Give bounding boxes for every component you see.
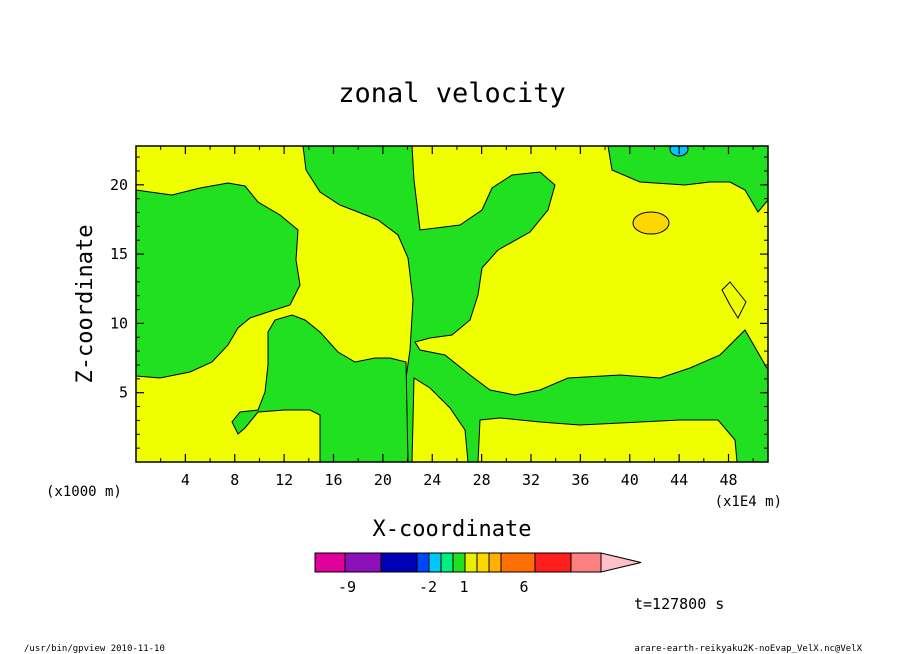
footer-right: arare-earth-reikyaku2K-noEvap_VelX.nc@Ve…: [634, 644, 862, 654]
x-tick-label: 8: [230, 471, 239, 489]
x-tick-label: 20: [374, 471, 392, 489]
x-tick-label: 44: [670, 471, 688, 489]
x-tick-label: 24: [423, 471, 441, 489]
colorbar-segment: [464, 552, 478, 573]
time-label: t=127800 s: [634, 595, 724, 613]
y-tick-label: 10: [110, 314, 128, 332]
region-green-right-inlet: [721, 281, 747, 320]
colorbar-segment: [344, 552, 382, 573]
colorbar-segment: [314, 552, 346, 573]
colorbar-segment: [440, 552, 454, 573]
colorbar-arrow: [600, 552, 642, 573]
plot-area: [136, 146, 768, 462]
colorbar-segment: [476, 552, 490, 573]
y-scale-label: (x1000 m): [46, 484, 122, 500]
y-axis-ticks: 5 10 15 20: [110, 156, 768, 449]
y-tick-label: 15: [110, 245, 128, 263]
colorbar-segment: [488, 552, 502, 573]
x-tick-label: 28: [473, 471, 491, 489]
colorbar-label: -2: [419, 578, 437, 596]
y-tick-label: 20: [110, 176, 128, 194]
x-tick-label: 40: [621, 471, 639, 489]
x-axis-label: X-coordinate: [373, 517, 532, 542]
x-tick-label: 32: [522, 471, 540, 489]
colorbar-label: 6: [519, 578, 528, 596]
colorbar-segment: [500, 552, 536, 573]
colorbar-segment: [570, 552, 602, 573]
x-scale-label: (x1E4 m): [715, 494, 782, 510]
colorbar-segment: [452, 552, 466, 573]
x-tick-label: 12: [275, 471, 293, 489]
x-tick-label: 48: [719, 471, 737, 489]
colorbar-segment: [416, 552, 430, 573]
colorbar-segment: [428, 552, 442, 573]
x-tick-label: 16: [324, 471, 342, 489]
x-axis-ticks: 4 8 12 16 20 24 28 32 36 40 44 48: [160, 146, 754, 489]
y-tick-label: 5: [119, 384, 128, 402]
colorbar-segment: [380, 552, 418, 573]
x-tick-label: 36: [571, 471, 589, 489]
colorbar-labels: -9 -2 1 6: [338, 578, 529, 596]
plot-frame: [135, 145, 769, 463]
colorbar-label: 1: [459, 578, 468, 596]
colorbar: [314, 552, 642, 573]
y-axis-label: Z-coordinate: [73, 225, 98, 384]
region-green-left: [136, 182, 301, 379]
chart-title: zonal velocity: [338, 78, 566, 109]
colorbar-label: -9: [338, 578, 356, 596]
region-green-bottom: [231, 314, 409, 462]
colorbar-segment: [534, 552, 572, 573]
region-green-right: [607, 146, 768, 213]
x-tick-label: 4: [181, 471, 190, 489]
footer-left: /usr/bin/gpview 2010-11-10: [24, 644, 165, 654]
region-orange-patch: [632, 211, 670, 235]
